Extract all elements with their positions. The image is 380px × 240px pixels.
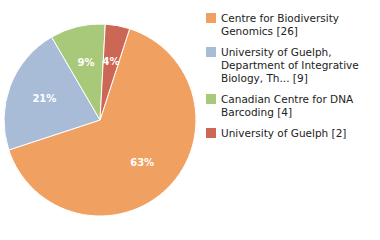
- legend-label: Canadian Centre for DNABarcoding [4]: [221, 93, 354, 118]
- legend-label-line: Canadian Centre for DNA: [221, 93, 354, 105]
- slice: [100, 24, 130, 120]
- data-label: 21%: [32, 93, 56, 104]
- legend-label-line: Genomics [26]: [221, 25, 298, 37]
- legend-swatch: [206, 128, 216, 138]
- data-labels: 63% 21% 9% 4%: [32, 56, 154, 168]
- data-label: 4%: [102, 56, 119, 67]
- chart: 63% 21% 9% 4% Centre for BiodiversityGenomic…: [0, 0, 380, 240]
- legend-label-line: Biology, Th... [9]: [221, 72, 308, 84]
- legend: Centre for BiodiversityGenomics [26] Univ…: [206, 12, 359, 139]
- data-label: 9%: [78, 57, 95, 68]
- legend-label-line: Department of Integrative: [221, 59, 359, 71]
- legend-swatch: [206, 13, 216, 23]
- legend-swatch: [206, 94, 216, 104]
- legend-label: University of Guelph,Department of Integ…: [221, 46, 359, 84]
- legend-swatch: [206, 47, 216, 57]
- legend-label-line: University of Guelph,: [221, 46, 332, 58]
- legend-label-line: University of Guelph [2]: [221, 127, 346, 139]
- data-label: 63%: [130, 157, 154, 168]
- pie: [4, 24, 196, 216]
- legend-label: University of Guelph [2]: [221, 127, 346, 139]
- legend-label-line: Centre for Biodiversity: [221, 12, 339, 24]
- legend-label: Centre for BiodiversityGenomics [26]: [221, 12, 339, 37]
- slice: [52, 24, 106, 120]
- legend-label-line: Barcoding [4]: [221, 106, 292, 118]
